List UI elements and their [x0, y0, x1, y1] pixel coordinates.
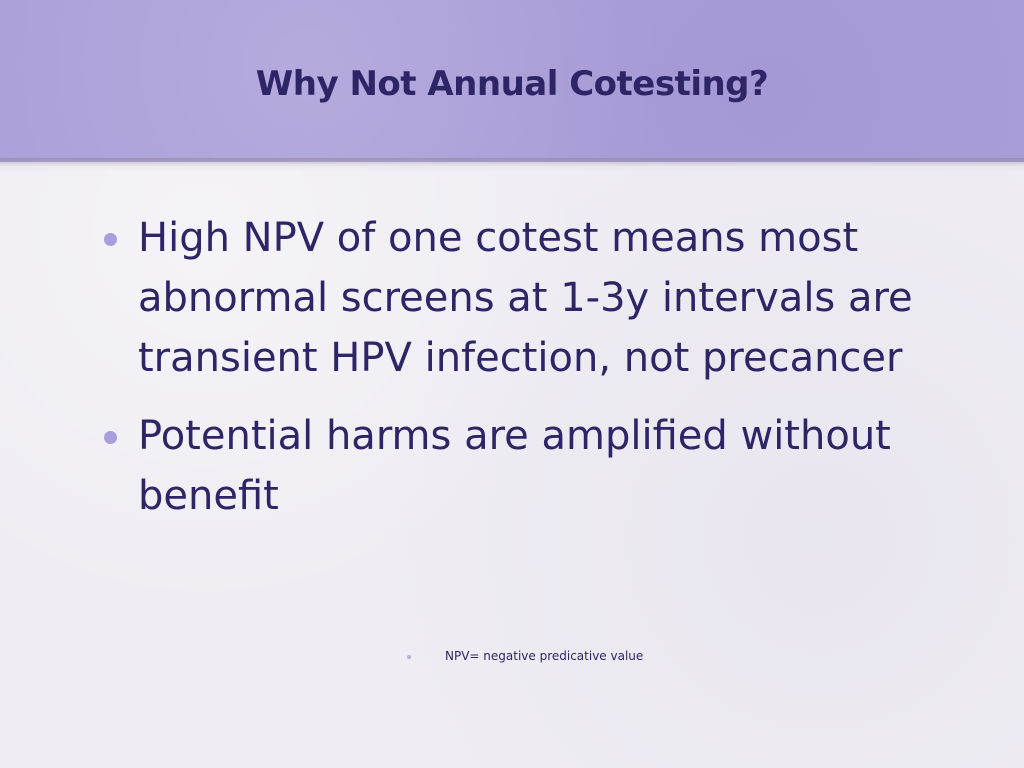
- bullet-dot-icon: [104, 431, 117, 444]
- bullet-item: Potential harms are amplified without be…: [104, 406, 944, 526]
- bullet-list: High NPV of one cotest means most abnorm…: [104, 208, 944, 544]
- slide-title: Why Not Annual Cotesting?: [255, 64, 769, 104]
- title-band-shadow: [0, 158, 1024, 172]
- bullet-dot-icon: [104, 233, 117, 246]
- bullet-item: High NPV of one cotest means most abnorm…: [104, 208, 944, 388]
- bullet-text: Potential harms are amplified without be…: [138, 413, 891, 519]
- footnote-bullet-icon: [407, 655, 411, 659]
- footnote-text: NPV= negative predicative value: [445, 649, 644, 663]
- bullet-text: High NPV of one cotest means most abnorm…: [138, 215, 913, 381]
- title-band: [0, 0, 1024, 162]
